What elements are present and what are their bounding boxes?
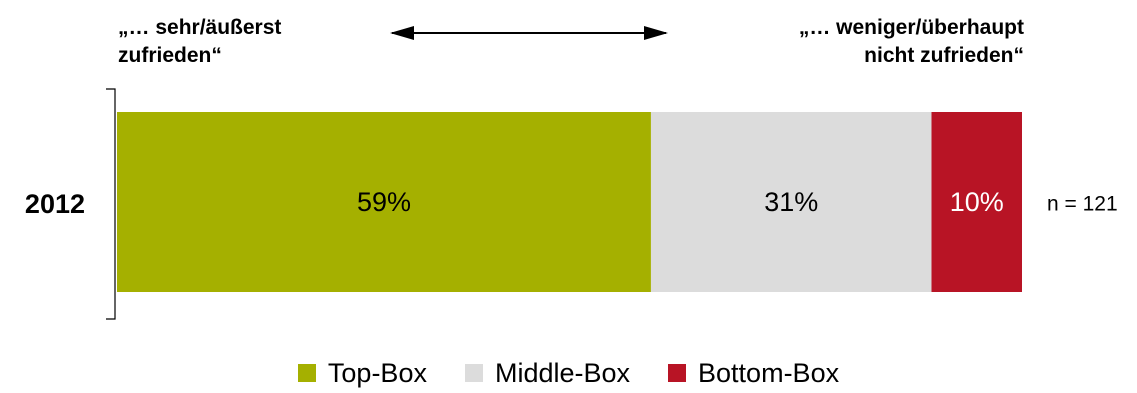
legend-label-bottom-box: Bottom-Box: [698, 358, 840, 388]
stacked-bar-2012: 59% 31% 10%: [117, 112, 1022, 292]
legend-swatch-bottom-box: [668, 364, 687, 382]
legend-label-top-box: Top-Box: [327, 358, 427, 388]
legend-item-bottom-box: Bottom-Box: [668, 358, 839, 388]
legend-item-middle-box: Middle-Box: [464, 358, 631, 388]
sample-size-annotation: n = 121: [1047, 193, 1118, 216]
legend-item-top-box: Top-Box: [297, 358, 427, 388]
negative-pole-line-2: nicht zufrieden“: [864, 44, 1024, 67]
data-label-bottom-box: 10%: [950, 187, 1004, 217]
data-label-middle-box: 31%: [764, 187, 818, 217]
negative-pole-line-1: „… weniger/überhaupt: [798, 16, 1024, 39]
category-label-2012: 2012: [25, 189, 85, 219]
category-axis-line: [106, 88, 116, 320]
negative-pole-label: „… weniger/überhaupt nicht zufrieden“: [704, 14, 1024, 70]
legend-label-middle-box: Middle-Box: [494, 358, 631, 388]
bar-segment-middle-box: [650, 112, 932, 292]
positive-pole-line-1: „… sehr/äußerst: [118, 16, 282, 39]
bar-segment-top-box: [117, 112, 651, 292]
positive-pole-line-2: zufrieden“: [118, 44, 222, 67]
bar-segment-bottom-box: [931, 112, 1022, 292]
positive-pole-label: „… sehr/äußerst zufrieden“: [118, 14, 378, 70]
legend-swatch-top-box: [297, 364, 316, 382]
legend-swatch-middle-box: [464, 364, 483, 382]
legend: Top-Box Middle-Box Bottom-Box: [0, 358, 1137, 388]
data-label-top-box: 59%: [357, 187, 411, 217]
